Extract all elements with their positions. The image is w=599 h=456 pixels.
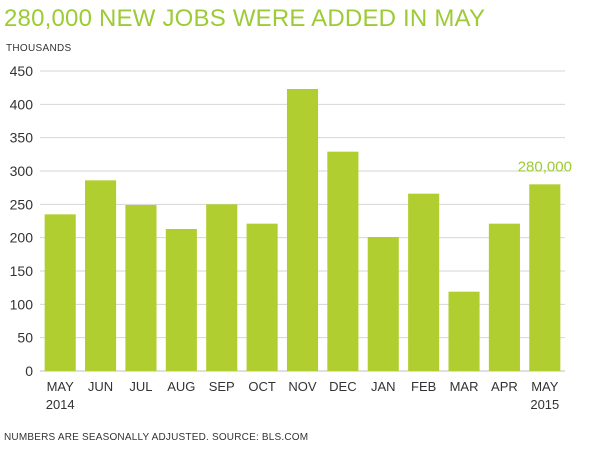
x-tick-label: 2015 [530, 397, 559, 412]
x-tick-label: OCT [248, 379, 276, 394]
bar [529, 184, 561, 371]
x-tick-label: JUN [88, 379, 113, 394]
bar [246, 223, 278, 371]
x-tick-label: MAY [531, 379, 559, 394]
x-tick-label: NOV [288, 379, 317, 394]
x-tick-label: MAR [450, 379, 479, 394]
x-tick-label: AUG [167, 379, 195, 394]
chart-title: 280,000 NEW JOBS WERE ADDED IN MAY [4, 5, 486, 32]
y-tick-label: 250 [10, 196, 34, 212]
x-tick-label: JAN [371, 379, 396, 394]
y-tick-label: 300 [10, 163, 34, 179]
bar [165, 229, 197, 371]
bar [125, 205, 157, 371]
bar [448, 291, 480, 371]
bar [408, 193, 440, 371]
y-tick-label: 50 [17, 330, 33, 346]
y-tick-label: 100 [10, 296, 34, 312]
x-tick-label: DEC [329, 379, 356, 394]
bar-annotation-label: 280,000 [518, 158, 572, 175]
x-tick-label: FEB [411, 379, 436, 394]
y-tick-label: 400 [10, 96, 34, 112]
bar [367, 237, 399, 371]
y-tick-label: 150 [10, 263, 34, 279]
x-tick-label: 2014 [46, 397, 75, 412]
x-tick-label: JUL [129, 379, 152, 394]
bar [44, 214, 76, 371]
y-axis-unit-label: THOUSANDS [6, 43, 72, 54]
bar [206, 204, 238, 371]
bar [85, 180, 117, 371]
source-footnote: NUMBERS ARE SEASONALLY ADJUSTED. SOURCE:… [4, 432, 309, 443]
x-tick-label: APR [491, 379, 518, 394]
y-tick-label: 350 [10, 130, 34, 146]
y-tick-label: 0 [25, 363, 33, 379]
x-tick-label: SEP [209, 379, 235, 394]
y-tick-label: 450 [10, 63, 34, 79]
y-tick-label: 200 [10, 230, 34, 246]
bar [327, 151, 359, 371]
x-tick-label: MAY [47, 379, 75, 394]
bar [488, 223, 520, 371]
bar [286, 89, 319, 371]
